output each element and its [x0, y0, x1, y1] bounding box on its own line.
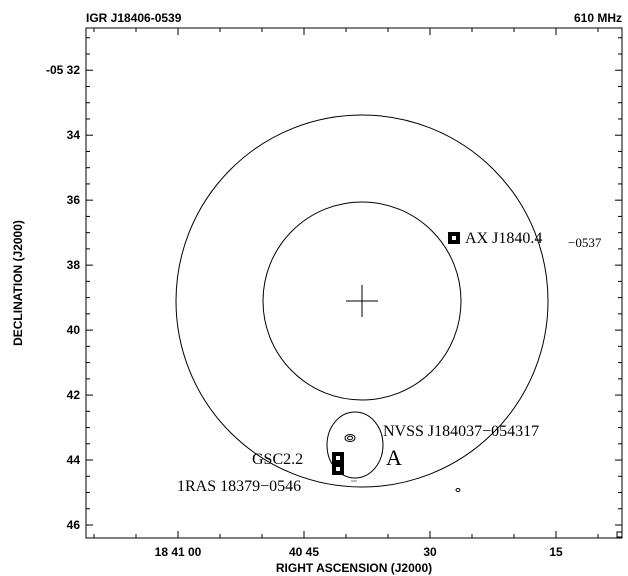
- label-iras-source: 1RAS 18379−0546: [177, 478, 301, 495]
- noise-contour: [455, 488, 461, 492]
- y-axis-label: DECLINATION (J2000): [11, 220, 25, 346]
- plot-frame: [85, 27, 623, 539]
- corner-contour: [616, 531, 623, 538]
- x-tick-label: 30: [423, 545, 437, 559]
- y-tick-label: 46: [67, 518, 81, 532]
- y-tick-label: 34: [67, 128, 81, 142]
- label-ax-source: AX J1840.4: [465, 230, 542, 247]
- label-ax-source-suffix: −0537: [568, 235, 602, 250]
- y-tick-label: -05 32: [46, 63, 80, 77]
- label-nvss-source: NVSS J184037−054317: [383, 423, 539, 440]
- source-ellipse-a: [326, 411, 384, 479]
- center-cross-marker: [346, 285, 378, 317]
- y-tick-label: 42: [67, 388, 81, 402]
- y-tick-label: 38: [67, 258, 81, 272]
- x-tick-label: 15: [549, 545, 563, 559]
- radio-contour-source: [344, 434, 356, 442]
- gsc-source-marker: [332, 452, 344, 475]
- x-axis-ticks: 18 41 00 40 45 30 15: [93, 28, 599, 559]
- title-left: IGR J18406-0539: [86, 11, 182, 25]
- y-tick-label: 36: [67, 193, 81, 207]
- x-axis-label: RIGHT ASCENSION (J2000): [276, 561, 432, 575]
- x-tick-label: 40 45: [289, 545, 319, 559]
- y-tick-label: 44: [67, 453, 81, 467]
- x-tick-label: 18 41 00: [155, 545, 202, 559]
- label-region-a: A: [386, 445, 402, 470]
- title-right: 610 MHz: [574, 11, 622, 25]
- y-axis-ticks: -05 32 34 36 38 40 42 44 46: [46, 37, 622, 532]
- y-tick-label: 40: [67, 323, 81, 337]
- inner-error-circle: [262, 201, 462, 401]
- label-gsc-source: GSC2.2: [252, 451, 303, 468]
- outer-error-circle: [175, 114, 549, 488]
- ax-source-marker: [448, 232, 460, 244]
